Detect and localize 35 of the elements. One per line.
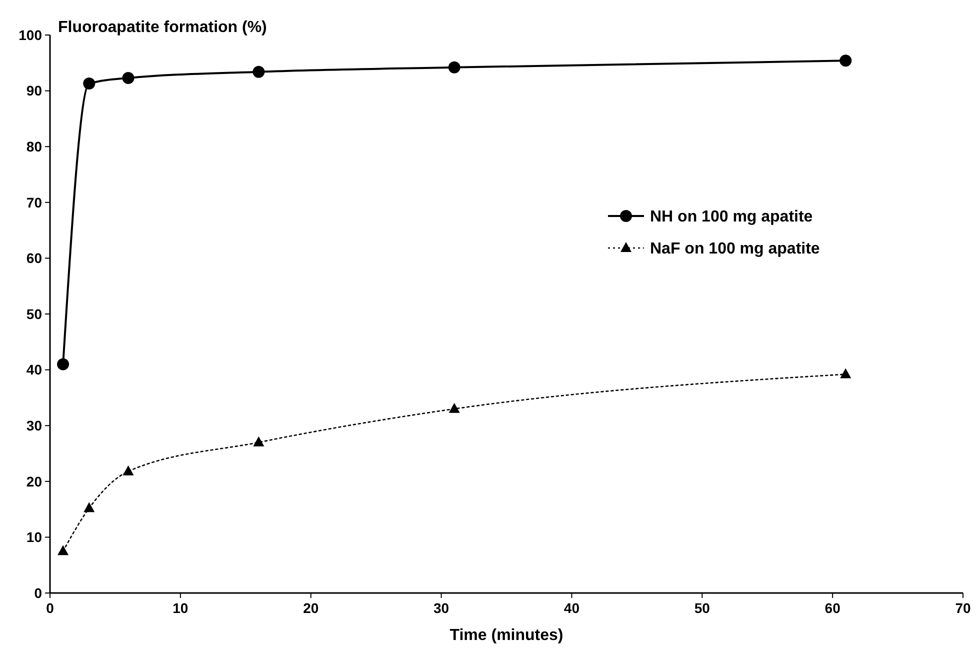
- point: [448, 61, 460, 74]
- point: [122, 72, 134, 84]
- x-tick-label: 20: [303, 600, 319, 616]
- point: [83, 78, 96, 90]
- y-tick-label: 70: [26, 194, 42, 210]
- y-tick-label: 80: [26, 138, 42, 154]
- x-tick-label: 50: [694, 600, 710, 616]
- x-tick-label: 0: [46, 600, 54, 616]
- point: [448, 402, 460, 413]
- y-tick-label: 40: [26, 362, 42, 378]
- x-tick-label: 30: [433, 600, 450, 616]
- y-tick-label: 50: [26, 306, 42, 322]
- point: [58, 545, 69, 556]
- y-tick-label: 100: [18, 26, 42, 43]
- x-tick-label: 70: [955, 600, 971, 616]
- legend-label: NH on 100 mg apatite: [650, 208, 813, 226]
- legend-label: NaF on 100 mg apatite: [650, 240, 820, 258]
- point: [252, 66, 265, 78]
- point: [84, 502, 95, 512]
- y-tick-label: 10: [26, 529, 42, 546]
- point: [253, 436, 264, 446]
- x-tick-label: 60: [824, 600, 841, 616]
- y-tick-label: 30: [26, 418, 42, 434]
- y-tick-label: 20: [26, 473, 42, 490]
- point: [57, 358, 70, 370]
- y-tick-label: 0: [34, 584, 42, 601]
- y-axis-title: Fluoroapatite formation (%): [58, 19, 267, 36]
- point: [122, 465, 134, 476]
- point: [840, 54, 852, 67]
- point: [840, 368, 852, 378]
- y-tick-label: 90: [26, 82, 42, 99]
- x-tick-label: 40: [564, 600, 580, 616]
- y-tick-label: 60: [26, 250, 42, 266]
- x-tick-label: 10: [172, 600, 188, 616]
- x-axis-title: Time (minutes): [450, 627, 564, 644]
